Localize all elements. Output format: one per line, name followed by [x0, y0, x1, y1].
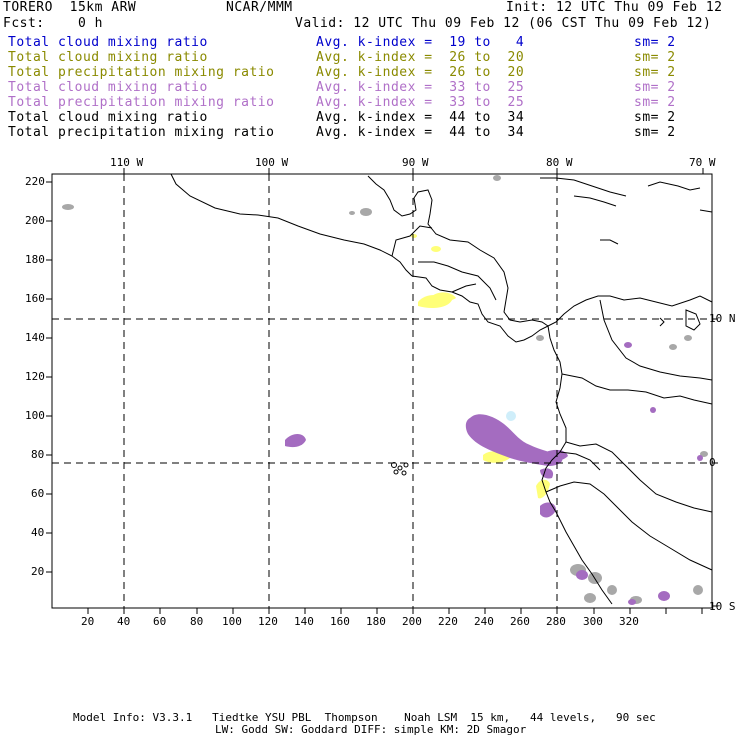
lon-label: 90 W [402, 156, 429, 169]
x-tick-label: 320 [619, 615, 639, 628]
legend-label: Total cloud mixing ratio [8, 50, 208, 65]
x-tick-label: 80 [190, 615, 204, 628]
legend-label: Total precipitation mixing ratio [8, 125, 275, 140]
legend-label: Total precipitation mixing ratio [8, 65, 275, 80]
legend-kindex: Avg. k-index = 33 to 25 [316, 95, 525, 110]
init-time: Init: 12 UTC Thu 09 Feb 12 [506, 0, 723, 15]
legend-label: Total precipitation mixing ratio [8, 95, 275, 110]
valid-time: Valid: 12 UTC Thu 09 Feb 12 (06 CST Thu … [295, 16, 712, 31]
forecast-hour: Fcst: 0 h [3, 16, 103, 31]
x-tick-label: 200 [402, 615, 422, 628]
y-tick-label: 60 [31, 487, 45, 500]
y-tick-label: 20 [31, 565, 45, 578]
legend-kindex: Avg. k-index = 26 to 20 [316, 65, 525, 80]
x-tick-label: 160 [330, 615, 350, 628]
y-tick-label: 160 [25, 292, 45, 305]
lon-label: 70 W [689, 156, 716, 169]
coastlines [170, 173, 713, 605]
y-tick-label: 80 [31, 448, 45, 461]
model-info-line1: Model Info: V3.3.1 Tiedtke YSU PBL Thomp… [73, 711, 656, 724]
legend-kindex: Avg. k-index = 26 to 20 [316, 50, 525, 65]
lat-lon-grid [52, 174, 712, 608]
lon-label: 100 W [255, 156, 289, 169]
y-tick-label: 120 [25, 370, 45, 383]
model-info-line2: LW: Godd SW: Goddard DIFF: simple KM: 2D… [215, 723, 527, 736]
legend-sm: sm= 2 [634, 80, 676, 95]
x-tick-label: 240 [474, 615, 494, 628]
field-shading [62, 175, 708, 605]
legend-sm: sm= 2 [634, 35, 676, 50]
x-tick-label: 260 [510, 615, 530, 628]
legend-kindex: Avg. k-index = 19 to 4 [316, 35, 525, 50]
x-tick-label: 40 [117, 615, 131, 628]
x-tick-label: 180 [366, 615, 386, 628]
legend-kindex: Avg. k-index = 44 to 34 [316, 125, 525, 140]
axis-ticks [46, 168, 718, 614]
x-tick-label: 60 [153, 615, 167, 628]
legend-sm: sm= 2 [634, 95, 676, 110]
legend-label: Total cloud mixing ratio [8, 80, 208, 95]
y-tick-label: 220 [25, 175, 45, 188]
lon-label: 110 W [110, 156, 144, 169]
x-tick-label: 220 [438, 615, 458, 628]
y-tick-label: 40 [31, 526, 45, 539]
galapagos-islands [391, 462, 409, 476]
x-tick-label: 20 [81, 615, 95, 628]
y-tick-label: 200 [25, 214, 45, 227]
organization: NCAR/MMM [226, 0, 293, 15]
legend-sm: sm= 2 [634, 125, 676, 140]
x-tick-label: 100 [222, 615, 242, 628]
x-tick-label: 300 [583, 615, 603, 628]
legend-kindex: Avg. k-index = 33 to 25 [316, 80, 525, 95]
model-title: TORERO 15km ARW [3, 0, 137, 15]
legend-label: Total cloud mixing ratio [8, 110, 208, 125]
x-tick-label: 120 [258, 615, 278, 628]
y-tick-label: 140 [25, 331, 45, 344]
x-tick-label: 140 [294, 615, 314, 628]
y-tick-label: 100 [25, 409, 45, 422]
lat-label: 10 S [709, 600, 736, 613]
x-tick-label: 280 [546, 615, 566, 628]
lon-label: 80 W [546, 156, 573, 169]
legend-kindex: Avg. k-index = 44 to 34 [316, 110, 525, 125]
lat-label: 0 [709, 456, 716, 469]
legend-sm: sm= 2 [634, 65, 676, 80]
legend-label: Total cloud mixing ratio [8, 35, 208, 50]
map-frame [51, 173, 713, 609]
lat-label: 10 N [709, 312, 736, 325]
legend-sm: sm= 2 [634, 50, 676, 65]
y-tick-label: 180 [25, 253, 45, 266]
legend-sm: sm= 2 [634, 110, 676, 125]
